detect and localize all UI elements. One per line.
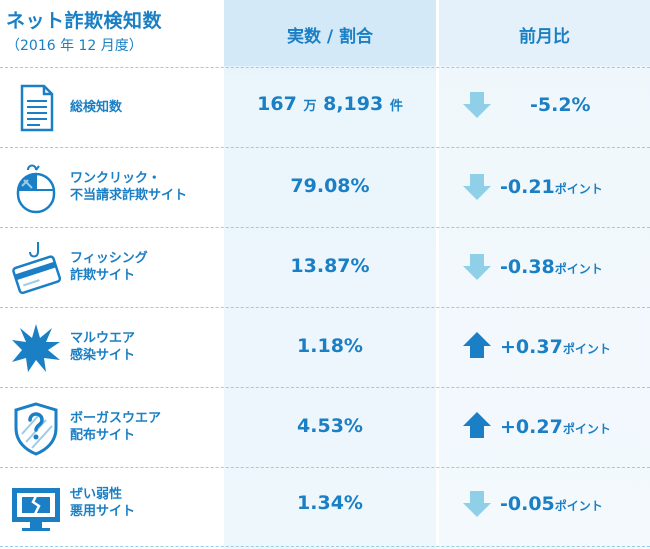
change-value: +0.27: [500, 416, 563, 438]
broken-monitor-icon: [12, 488, 60, 531]
table-title: ネット詐欺検知数: [6, 10, 163, 32]
change-unit: ポイント: [554, 262, 603, 276]
value-number: 1.34%: [297, 492, 363, 514]
value-number: 167: [257, 93, 297, 115]
row-label-line: マルウエア: [70, 331, 136, 346]
row-divider: [0, 387, 650, 388]
row-label-line: 配布サイト: [70, 428, 136, 443]
row-value: 13.87%: [224, 255, 436, 277]
row-change: -5.2%: [530, 94, 650, 116]
change-unit: ポイント: [562, 422, 611, 436]
row-value: 79.08%: [224, 175, 436, 197]
row-label-line: ワンクリック・: [70, 171, 161, 186]
value-number: 4.53%: [297, 415, 363, 437]
table-row-vulnerability: ぜい弱性 悪用サイト 1.34% -0.05ポイント: [0, 468, 650, 547]
row-label: フィッシング 詐欺サイト: [70, 250, 220, 284]
row-label: 総検知数: [70, 99, 220, 116]
change-value: +0.37: [500, 336, 563, 358]
down-arrow-icon: [463, 491, 491, 517]
row-change: +0.27ポイント: [500, 416, 645, 438]
change-unit: ポイント: [562, 342, 611, 356]
up-arrow-icon: [463, 412, 491, 438]
change-unit: ポイント: [554, 182, 603, 196]
up-arrow-icon: [463, 332, 491, 358]
row-value: 4.53%: [224, 415, 436, 437]
down-arrow-icon: [463, 92, 491, 118]
row-value: 167 万 8,193 件: [224, 93, 436, 115]
row-label: ボーガスウエア 配布サイト: [70, 410, 220, 444]
row-divider: [0, 147, 650, 148]
row-label-line: ボーガスウエア: [70, 411, 162, 426]
row-change: +0.37ポイント: [500, 336, 645, 358]
change-value: -0.38: [500, 256, 555, 278]
row-value: 1.18%: [224, 335, 436, 357]
row-label-line: 感染サイト: [70, 348, 136, 363]
burst-icon: [12, 324, 60, 372]
change-header-bg: [439, 0, 650, 66]
table-subtitle: （2016 年 12 月度）: [6, 38, 143, 54]
table-row-total: 総検知数 167 万 8,193 件 -5.2%: [0, 68, 650, 147]
value-column-bg: [224, 0, 436, 549]
change-value: -0.21: [500, 176, 555, 198]
value-number: 79.08%: [290, 175, 370, 197]
change-unit: ポイント: [554, 499, 603, 513]
value-number: 13.87%: [290, 255, 370, 277]
change-value: -5.2%: [530, 94, 591, 116]
table-title-block: ネット詐欺検知数 （2016 年 12 月度）: [6, 6, 216, 55]
value-number: 1.18%: [297, 335, 363, 357]
column-separator: [436, 0, 439, 549]
row-label-line: ぜい弱性: [70, 487, 123, 502]
column-header-value: 実数 / 割合: [286, 27, 374, 47]
row-change: -0.21ポイント: [500, 176, 645, 198]
row-label-line: 総検知数: [70, 100, 123, 115]
row-label: マルウエア 感染サイト: [70, 330, 220, 364]
row-divider: [0, 307, 650, 308]
table-row-phishing: フィッシング 詐欺サイト 13.87% -0.38ポイント: [0, 228, 650, 307]
row-change: -0.38ポイント: [500, 256, 645, 278]
value-number-2: 8,193: [323, 93, 384, 115]
column-header-change: 前月比: [519, 27, 570, 47]
row-label-line: 詐欺サイト: [70, 268, 136, 283]
shield-question-icon: [14, 402, 58, 456]
row-label: ぜい弱性 悪用サイト: [70, 486, 220, 520]
value-header-bg: [224, 0, 436, 66]
document-icon: [20, 84, 54, 132]
table-row-malware: マルウエア 感染サイト 1.18% +0.37ポイント: [0, 308, 650, 387]
row-divider: [0, 546, 650, 547]
row-change: -0.05ポイント: [500, 493, 645, 515]
change-value: -0.05: [500, 493, 555, 515]
mouse-icon: [16, 164, 56, 214]
value-unit: 万: [303, 99, 317, 114]
down-arrow-icon: [463, 174, 491, 200]
row-divider: [0, 227, 650, 228]
row-label-line: 悪用サイト: [70, 504, 136, 519]
row-label-line: フィッシング: [70, 251, 148, 266]
row-divider: [0, 67, 650, 68]
table-row-bogusware: ボーガスウエア 配布サイト 4.53% +0.27ポイント: [0, 388, 650, 467]
row-label: ワンクリック・ 不当請求詐欺サイト: [70, 170, 220, 204]
row-divider: [0, 467, 650, 468]
value-unit-2: 件: [389, 99, 403, 114]
row-value: 1.34%: [224, 492, 436, 514]
down-arrow-icon: [463, 254, 491, 280]
card-hook-icon: [12, 242, 62, 295]
table-row-oneclick: ワンクリック・ 不当請求詐欺サイト 79.08% -0.21ポイント: [0, 148, 650, 227]
row-label-line: 不当請求詐欺サイト: [70, 188, 188, 203]
